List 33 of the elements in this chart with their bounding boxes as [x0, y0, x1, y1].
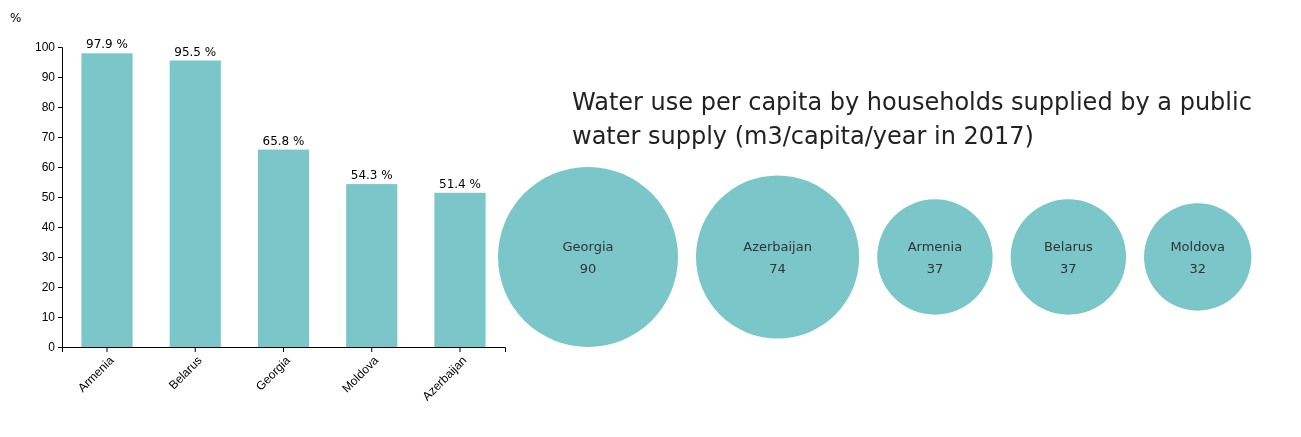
data-label: 54.3 % [350, 168, 393, 183]
bar [434, 192, 486, 347]
y-tick-label: 30 [41, 250, 56, 265]
category-label: Azerbaijan [743, 239, 812, 254]
y-tick-label: 70 [41, 130, 56, 145]
category-label: Moldova [1170, 239, 1226, 254]
y-tick-label: 40 [41, 220, 56, 235]
y-tick-label: 90 [41, 70, 56, 85]
y-tick-label: 60 [41, 160, 56, 175]
bar [169, 60, 221, 347]
y-tick-label: 0 [48, 340, 56, 355]
y-tick-label: 10 [41, 310, 56, 325]
data-label: 32 [1189, 261, 1206, 276]
data-label: 95.5 % [174, 44, 217, 59]
category-label: Georgia [562, 239, 614, 254]
data-label: 37 [1060, 261, 1077, 276]
y-tick-label: 80 [41, 100, 56, 115]
category-label: Armenia [907, 239, 963, 254]
data-label: 74 [769, 261, 786, 276]
data-label: 90 [579, 261, 597, 276]
data-label: 65.8 % [262, 133, 305, 148]
text: Water use per capita by households supplied by a public water supply (m3/capita/year in 2017) [572, 88, 1252, 150]
y-tick-label: 50 [41, 190, 56, 205]
y-tick-label: 20 [41, 280, 56, 295]
y-axis-title: % [10, 11, 22, 25]
bar [81, 53, 133, 347]
data-label: 37 [926, 261, 944, 276]
y-tick-label: 100 [34, 40, 56, 55]
data-label: 97.9 % [86, 37, 128, 52]
category-label: Belarus [1043, 239, 1093, 254]
bar [257, 149, 310, 347]
bar [346, 184, 398, 347]
data-label: 51.4 % [439, 176, 481, 191]
